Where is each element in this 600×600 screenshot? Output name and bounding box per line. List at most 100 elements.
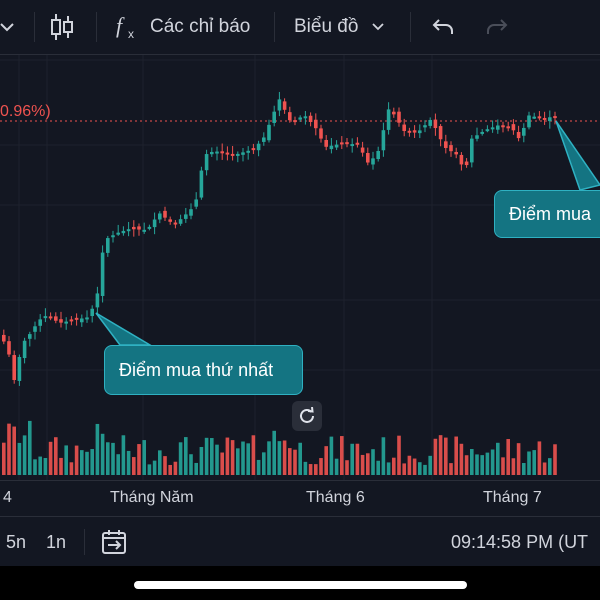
candle-body [371, 158, 375, 165]
date-range-button[interactable] [100, 517, 128, 567]
candle-body [340, 142, 344, 145]
candle-body [74, 317, 79, 320]
annotation-first-buy[interactable]: Điểm mua thứ nhất [104, 345, 303, 395]
candle-body [324, 139, 328, 147]
volume-bar [74, 445, 79, 475]
svg-text:f: f [116, 13, 125, 38]
price-chart[interactable]: Điểm mua thứ nhất Điểm mua [0, 55, 600, 480]
redo-button[interactable] [486, 0, 510, 54]
volume-bar [340, 436, 344, 475]
undo-button[interactable] [432, 0, 456, 54]
svg-text:x: x [128, 27, 134, 41]
candle-body [54, 316, 58, 321]
volume-bar [59, 457, 63, 475]
candle-body [22, 340, 27, 359]
candle-body [470, 138, 474, 163]
volume-bar [100, 433, 105, 475]
candle-body [137, 226, 141, 230]
candle-body [480, 131, 484, 134]
volume-bar [106, 442, 110, 475]
candle-body [407, 130, 412, 133]
volume-bar [464, 455, 469, 475]
volume-bar [298, 442, 302, 475]
candle-body [126, 229, 131, 232]
volume-bar [366, 453, 370, 475]
volume-bar [282, 440, 287, 475]
volume-bar [22, 435, 27, 475]
candle-body [100, 252, 105, 296]
volume-bar [64, 445, 68, 475]
volume-bar [163, 456, 167, 475]
indicators-button[interactable]: f x Các chỉ báo [114, 0, 250, 54]
candle-body [64, 321, 68, 324]
volume-bar [85, 451, 89, 475]
candle-body [314, 119, 318, 129]
callout-pointer [95, 312, 153, 346]
volume-bar [17, 442, 22, 475]
candle-body [506, 126, 510, 129]
candle-body [147, 226, 152, 229]
volume-bar [178, 442, 183, 475]
redo-icon [487, 19, 508, 34]
volume-bar [350, 443, 354, 475]
callout-pointer [555, 120, 600, 191]
volume-bar [132, 457, 136, 475]
chart-type-button[interactable]: Biểu đồ [294, 0, 385, 54]
candle-body [423, 125, 427, 128]
candle-body [298, 117, 302, 120]
candle-body [501, 125, 505, 128]
candle-body [548, 117, 552, 122]
volume-bar [345, 460, 349, 475]
candle-body [33, 326, 37, 332]
volume-bar [220, 452, 224, 475]
candle-body [288, 112, 292, 121]
candle-body [215, 151, 219, 154]
home-indicator[interactable] [134, 581, 467, 589]
volume-bar [277, 441, 282, 475]
candle-body [350, 144, 354, 147]
annotation-second-buy[interactable]: Điểm mua [494, 190, 600, 238]
volume-bar [454, 436, 458, 475]
volume-bar [80, 450, 84, 475]
interval-5n-button[interactable]: 5n [6, 517, 26, 567]
candlestick-icon[interactable] [50, 0, 76, 54]
candle-body [17, 357, 22, 381]
volume-bar [210, 438, 214, 475]
candle-body [433, 119, 438, 129]
volume-bar [324, 446, 328, 475]
candle-body [184, 214, 188, 219]
candle-body [376, 151, 380, 160]
reset-chart-button[interactable] [292, 401, 322, 431]
interval-1n-button[interactable]: 1n [46, 517, 66, 567]
volume-bar [412, 458, 417, 475]
candle-body [85, 317, 89, 320]
candle-body [210, 151, 214, 155]
candle-body [428, 120, 432, 126]
volume-bar [256, 459, 261, 475]
candle-body [402, 124, 406, 131]
candle-body [412, 130, 417, 133]
candle-body [163, 210, 167, 218]
volume-bar [262, 452, 266, 475]
volume-bar [423, 464, 427, 475]
clock-display[interactable]: 09:14:58 PM (UT [451, 517, 588, 567]
volume-bar [516, 443, 521, 475]
candle-body [485, 129, 490, 132]
volume-bar [116, 454, 120, 475]
volume-bar [246, 443, 250, 475]
volume-bar [485, 452, 490, 475]
refresh-icon [300, 407, 314, 423]
candle-body [516, 131, 521, 139]
candle-body [262, 137, 266, 142]
volume-bar [449, 463, 453, 475]
candle-body [168, 219, 172, 222]
candle-body [366, 152, 370, 163]
candle-body [28, 334, 32, 339]
candle-body [142, 229, 146, 232]
price-change-label: 0.96%) [0, 103, 51, 120]
volume-bar [121, 435, 126, 475]
toolbar-chevron-down-icon[interactable] [0, 0, 20, 54]
time-axis-label: 4 [3, 489, 12, 506]
candle-body [334, 144, 339, 148]
volume-bar [12, 426, 16, 475]
